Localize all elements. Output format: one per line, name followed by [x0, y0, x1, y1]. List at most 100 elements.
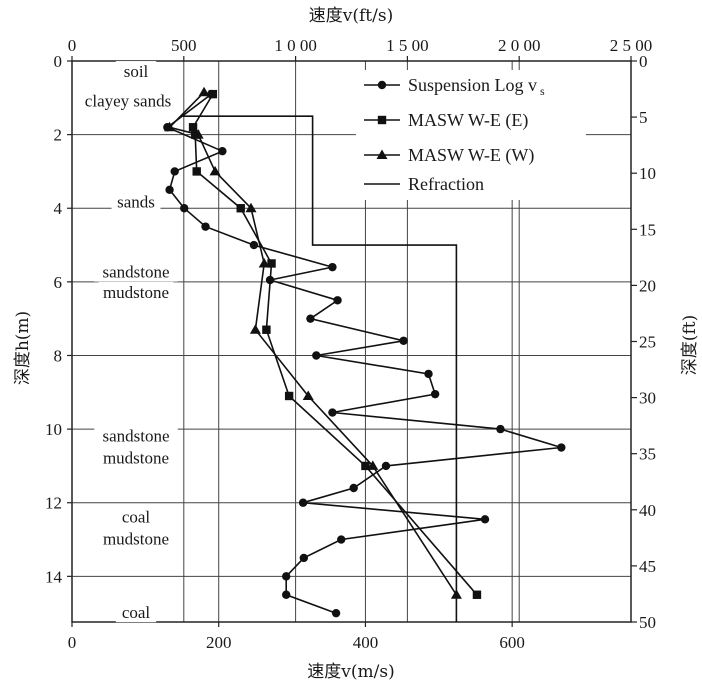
layer-label-backing	[115, 602, 157, 623]
data-point-circle	[337, 535, 346, 544]
y-left-tick-label: 4	[54, 199, 63, 218]
layer-label: sandstone	[102, 426, 169, 445]
series-masw-w-e-w-	[164, 86, 462, 599]
data-point-square	[188, 123, 198, 132]
layer-label: sandstone	[102, 263, 169, 282]
layer-label-backing	[111, 191, 161, 212]
series-line	[182, 115, 458, 622]
y-axis-left-title: 深度h(m)	[13, 311, 33, 385]
data-point-square	[284, 391, 294, 401]
layer-label: coal	[122, 603, 151, 622]
data-point-square	[262, 325, 271, 334]
x-bottom-tick-label: 200	[206, 633, 232, 652]
data-point-circle	[165, 185, 174, 195]
data-point-circle	[201, 222, 210, 231]
data-point-circle	[312, 351, 321, 360]
x-bottom-tick-label: 400	[353, 633, 379, 652]
data-point-circle	[170, 167, 179, 176]
data-point-circle	[377, 80, 387, 90]
y-right-tick-label: 10	[639, 164, 656, 183]
legend-label: MASW W-E (W)	[408, 145, 534, 166]
data-point-triangle	[302, 390, 314, 400]
data-point-square	[236, 204, 245, 213]
legend-label: MASW W-E (E)	[408, 110, 528, 131]
data-point-circle	[399, 336, 408, 345]
layer-label-backing	[94, 425, 178, 446]
y-left-tick-label: 8	[54, 346, 63, 365]
data-point-circle	[496, 424, 505, 434]
x-axis-bottom-title: 速度v(m/s)	[307, 662, 394, 682]
legend-label: Refraction	[408, 174, 484, 194]
data-point-circle	[349, 483, 358, 493]
layer-label: soil	[124, 62, 149, 81]
layer-label: mudstone	[103, 449, 169, 468]
layer-label-backing	[115, 506, 157, 527]
legend: Suspension Log v s MASW W-E (E) MASW W-E (W…	[356, 70, 586, 200]
data-point-square	[472, 590, 482, 599]
x-top-tick-label: 2 5 00	[610, 36, 653, 55]
y-left-tick-label: 6	[54, 273, 63, 292]
x-top-tick-label: 0	[68, 36, 77, 55]
legend-background	[356, 70, 586, 200]
y-right-tick-label: 50	[639, 613, 656, 632]
data-point-square	[267, 259, 276, 268]
y-right-tick-label: 0	[639, 52, 648, 71]
data-point-square	[192, 167, 201, 176]
data-point-square	[208, 89, 218, 99]
data-point-circle	[298, 498, 308, 507]
y-left-tick-label: 2	[54, 126, 63, 145]
layer-label: coal	[122, 507, 151, 526]
y-left-tick-label: 14	[45, 567, 63, 586]
layer-label-backing	[94, 261, 178, 282]
y-right-tick-label: 15	[639, 220, 656, 239]
data-point-circle	[180, 204, 189, 213]
layer-label-backing	[115, 61, 157, 82]
x-bottom-tick-label: 0	[68, 633, 77, 652]
data-point-circle	[328, 408, 337, 417]
layer-label: mudstone	[103, 283, 169, 302]
x-top-tick-label: 1 0 00	[274, 36, 317, 55]
y-right-tick-label: 5	[639, 108, 648, 127]
data-point-triangle	[209, 165, 221, 176]
y-left-tick-label: 12	[45, 494, 62, 513]
x-bottom-tick-label: 600	[499, 633, 525, 652]
y-right-tick-label: 30	[639, 389, 656, 408]
series-line	[168, 91, 458, 596]
legend-subscript: s	[540, 84, 545, 98]
data-point-triangle	[198, 86, 210, 97]
data-point-circle	[331, 608, 341, 618]
data-point-circle	[557, 443, 566, 452]
data-point-triangle	[164, 121, 176, 132]
layer-label-backing	[98, 281, 174, 302]
series	[163, 86, 566, 622]
data-point-circle	[282, 590, 291, 599]
data-point-triangle	[258, 257, 270, 268]
data-point-circle	[333, 296, 342, 305]
y-axis-right-title: 深度(ft)	[680, 315, 700, 375]
data-point-triangle	[192, 129, 204, 139]
layer-label: clayey sands	[85, 91, 171, 110]
y-right-tick-label: 40	[639, 501, 656, 520]
layer-label: mudstone	[103, 530, 169, 549]
x-axis-top-title: 速度v(ft/s)	[309, 6, 393, 26]
data-point-circle	[299, 553, 309, 563]
y-right-tick-label: 25	[639, 333, 656, 352]
data-point-circle	[306, 314, 315, 323]
layer-label-backing	[98, 528, 174, 549]
data-point-triangle	[249, 324, 261, 334]
y-right-tick-label: 45	[639, 557, 656, 576]
data-point-triangle	[367, 460, 379, 470]
layer-label-backing	[73, 90, 183, 111]
layer-label: sands	[117, 193, 155, 212]
series-refraction	[182, 115, 458, 622]
y-left-tick-label: 0	[54, 52, 63, 71]
layer-label-backing	[98, 447, 174, 468]
data-point-circle	[328, 262, 337, 272]
data-point-circle	[282, 572, 291, 581]
data-point-circle	[249, 240, 259, 250]
data-point-square	[361, 461, 370, 471]
data-point-circle	[480, 515, 490, 524]
